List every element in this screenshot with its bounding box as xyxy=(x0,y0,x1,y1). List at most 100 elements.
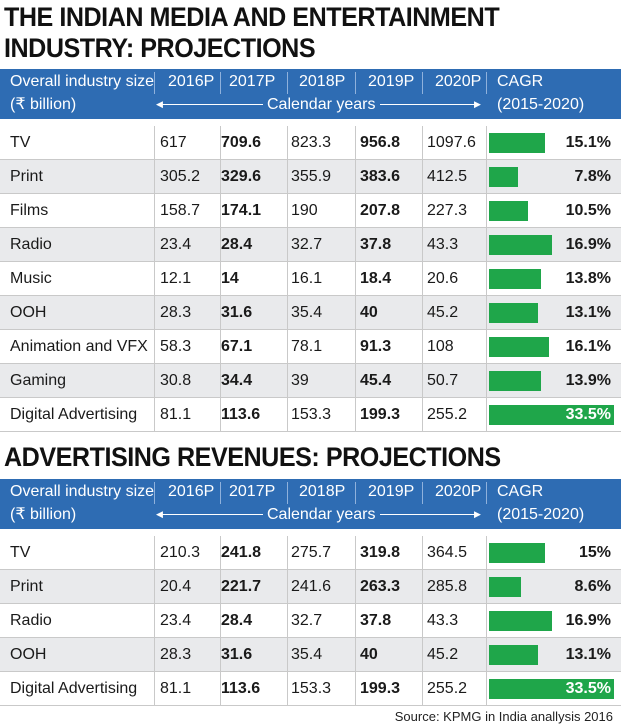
data-cell-2017P: 174.1 xyxy=(221,202,262,219)
column-divider xyxy=(422,638,423,672)
column-divider xyxy=(486,262,487,296)
row-label: TV xyxy=(10,134,31,151)
column-divider xyxy=(287,638,288,672)
table-row: Digital Advertising 81.1 113.6 153.3 199.3 25… xyxy=(0,398,621,432)
column-divider xyxy=(154,330,155,364)
row-label: Radio xyxy=(10,236,52,253)
column-divider xyxy=(220,330,221,364)
arrow-right-icon: ▶ xyxy=(474,99,481,109)
table-row: TV 617 709.6 823.3 956.8 1097.6 15.1% xyxy=(0,126,621,160)
data-cell-2017P: 67.1 xyxy=(221,338,253,355)
column-divider xyxy=(355,262,356,296)
chart-title-1-line-2: INDUSTRY: PROJECTIONS xyxy=(4,33,316,63)
column-divider xyxy=(486,228,487,262)
column-divider xyxy=(287,126,288,160)
row-label: TV xyxy=(10,544,31,561)
row-label: Digital Advertising xyxy=(10,680,138,697)
data-cell-2017P: 113.6 xyxy=(221,406,261,423)
header-unit-label: (₹ billion) xyxy=(10,506,77,523)
table-row: Radio 23.4 28.4 32.7 37.8 43.3 16.9% xyxy=(0,228,621,262)
column-divider xyxy=(220,126,221,160)
column-divider xyxy=(486,398,487,432)
data-cell-2018P: 275.7 xyxy=(291,544,332,561)
column-divider xyxy=(154,638,155,672)
data-cell-2020P: 50.7 xyxy=(427,372,459,389)
calendar-years-label: Calendar years xyxy=(263,96,380,114)
column-divider xyxy=(422,330,423,364)
arrow-left-icon: ◀ xyxy=(156,99,163,109)
cagr-bar xyxy=(489,645,538,665)
data-cell-2017P: 241.8 xyxy=(221,544,262,561)
column-divider xyxy=(486,364,487,398)
header-separator xyxy=(355,72,356,94)
data-cell-2020P: 45.2 xyxy=(427,646,459,663)
column-divider xyxy=(220,638,221,672)
header-separator xyxy=(422,72,423,94)
data-cell-2016P: 20.4 xyxy=(160,578,192,595)
column-divider xyxy=(154,194,155,228)
chart-title-2: ADVERTISING REVENUES: PROJECTIONS xyxy=(4,442,501,472)
row-label: Radio xyxy=(10,612,52,629)
column-divider xyxy=(220,672,221,706)
data-cell-2019P: 91.3 xyxy=(360,338,392,355)
header-cagr-label: CAGR xyxy=(497,73,544,90)
data-cell-2019P: 263.3 xyxy=(360,578,401,595)
data-cell-2019P: 45.4 xyxy=(360,372,392,389)
data-cell-2016P: 23.4 xyxy=(160,612,192,629)
data-cell-2020P: 108 xyxy=(427,338,454,355)
data-cell-2016P: 12.1 xyxy=(160,270,192,287)
column-divider xyxy=(154,126,155,160)
table-row: OOH 28.3 31.6 35.4 40 45.2 13.1% xyxy=(0,638,621,672)
column-divider xyxy=(486,160,487,194)
column-divider xyxy=(355,364,356,398)
header-separator xyxy=(287,482,288,504)
data-cell-2018P: 190 xyxy=(291,202,318,219)
arrow-right-icon: ▶ xyxy=(474,509,481,519)
table-body-1: TV 617 709.6 823.3 956.8 1097.6 15.1% Print 305.… xyxy=(0,126,621,432)
chart-title-1-line-1: THE INDIAN MEDIA AND ENTERTAINMENT xyxy=(4,2,500,32)
header-separator xyxy=(486,482,487,504)
data-cell-2020P: 20.6 xyxy=(427,270,459,287)
column-divider xyxy=(355,194,356,228)
column-divider xyxy=(287,228,288,262)
data-cell-2017P: 113.6 xyxy=(221,680,261,697)
data-cell-2020P: 43.3 xyxy=(427,612,459,629)
table-row: Digital Advertising 81.1 113.6 153.3 199.3 25… xyxy=(0,672,621,706)
cagr-value: 13.9% xyxy=(565,372,611,389)
data-cell-2016P: 305.2 xyxy=(160,168,201,185)
column-divider xyxy=(422,364,423,398)
column-divider xyxy=(355,160,356,194)
cagr-bar xyxy=(489,133,545,153)
column-divider xyxy=(355,672,356,706)
column-divider xyxy=(422,570,423,604)
cagr-bar xyxy=(489,235,552,255)
column-divider xyxy=(220,228,221,262)
cagr-bar xyxy=(489,371,541,391)
data-cell-2018P: 153.3 xyxy=(291,406,332,423)
data-cell-2016P: 28.3 xyxy=(160,646,192,663)
data-cell-2020P: 412.5 xyxy=(427,168,468,185)
column-divider xyxy=(220,536,221,570)
cagr-value: 16.1% xyxy=(565,338,611,355)
column-divider xyxy=(220,570,221,604)
table-body-2: TV 210.3 241.8 275.7 319.8 364.5 15% Print 20.4 2… xyxy=(0,536,621,706)
column-divider xyxy=(154,672,155,706)
cagr-value: 33.5% xyxy=(565,680,611,697)
data-cell-2020P: 255.2 xyxy=(427,406,468,423)
cagr-value: 16.9% xyxy=(565,236,611,253)
data-cell-2019P: 37.8 xyxy=(360,236,392,253)
cagr-value: 13.1% xyxy=(565,304,611,321)
column-divider xyxy=(287,330,288,364)
header-separator xyxy=(154,482,155,504)
header-size-label: Overall industry size xyxy=(10,73,155,90)
data-cell-2018P: 32.7 xyxy=(291,612,323,629)
table-row: Print 305.2 329.6 355.9 383.6 412.5 7.8% xyxy=(0,160,621,194)
column-divider xyxy=(220,364,221,398)
column-divider xyxy=(287,160,288,194)
column-divider xyxy=(154,160,155,194)
column-divider xyxy=(422,160,423,194)
header-year-2019P: 2019P xyxy=(368,73,415,90)
column-divider xyxy=(287,262,288,296)
column-divider xyxy=(355,126,356,160)
data-cell-2020P: 364.5 xyxy=(427,544,468,561)
